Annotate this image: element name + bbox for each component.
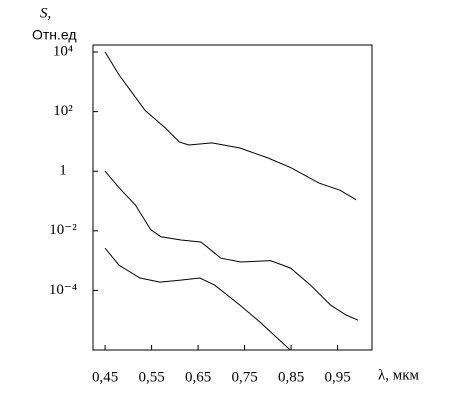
x-tick-label: 0,85	[278, 369, 304, 385]
x-tick-label: 0,65	[185, 369, 211, 385]
x-tick-label: 0,55	[138, 369, 164, 385]
x-tick-label: 0,45	[92, 369, 118, 385]
y-tick-label: 10⁻⁴	[49, 282, 77, 298]
plot-frame	[92, 44, 373, 351]
line	[104, 170, 359, 321]
y-tick-label: 10⁻²	[49, 222, 77, 238]
y-tick-label: 10²	[53, 103, 73, 119]
x-tick-label: 0,75	[231, 369, 257, 385]
x-axis-label: λ, мкм	[378, 367, 420, 383]
line	[104, 51, 357, 201]
line	[104, 247, 291, 351]
y-tick-label: 10⁴	[53, 43, 73, 59]
y-axis-symbol: S,	[40, 5, 51, 21]
x-tick-label: 0,95	[324, 369, 350, 385]
y-axis-label: Отн.ед	[32, 27, 77, 43]
y-tick-label: 1	[59, 163, 67, 179]
